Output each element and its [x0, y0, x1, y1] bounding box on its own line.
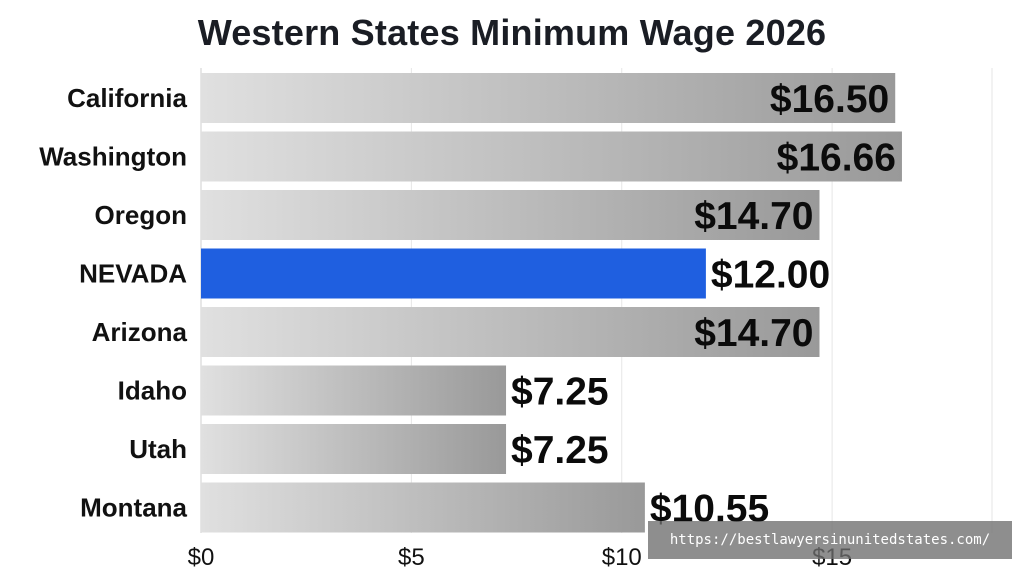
value-label: $7.25: [511, 429, 609, 472]
category-label: Idaho: [118, 376, 187, 406]
value-label: $7.25: [511, 371, 609, 414]
x-tick-label: $0: [188, 544, 215, 571]
value-label: $14.70: [694, 195, 813, 238]
category-label: California: [67, 83, 187, 113]
bar-california: [201, 73, 896, 123]
bar-montana: [201, 482, 645, 533]
watermark-url: https://bestlawyersinunitedstates.com/: [648, 521, 1012, 559]
category-label: Oregon: [95, 200, 187, 230]
category-label: Montana: [80, 493, 187, 523]
category-label: Arizona: [92, 317, 188, 347]
x-tick-label: $10: [602, 544, 642, 571]
bar-nevada: [201, 248, 706, 299]
value-label: $16.50: [770, 78, 889, 121]
bar-oregon: [201, 190, 820, 240]
value-label: $16.66: [777, 137, 896, 180]
x-axis-ticks: $0$5$10$15: [188, 544, 852, 571]
bar-washington: [201, 131, 902, 182]
category-label: NEVADA: [79, 259, 187, 289]
bar-arizona: [201, 307, 820, 357]
bar-utah: [201, 424, 507, 474]
value-label: $12.00: [711, 254, 830, 297]
category-label: Utah: [129, 434, 187, 464]
chart-title: Western States Minimum Wage 2026: [197, 12, 827, 53]
category-label: Washington: [39, 142, 187, 172]
bars: [201, 73, 902, 533]
bar-idaho: [201, 365, 507, 416]
value-labels: $16.50 $16.66 $14.70 $12.00 $14.70 $7.25 $7.25…: [511, 78, 896, 531]
value-label: $14.70: [694, 312, 813, 355]
x-tick-label: $5: [398, 544, 425, 571]
category-labels: California Washington Oregon NEVADA Arizona I…: [39, 83, 187, 523]
